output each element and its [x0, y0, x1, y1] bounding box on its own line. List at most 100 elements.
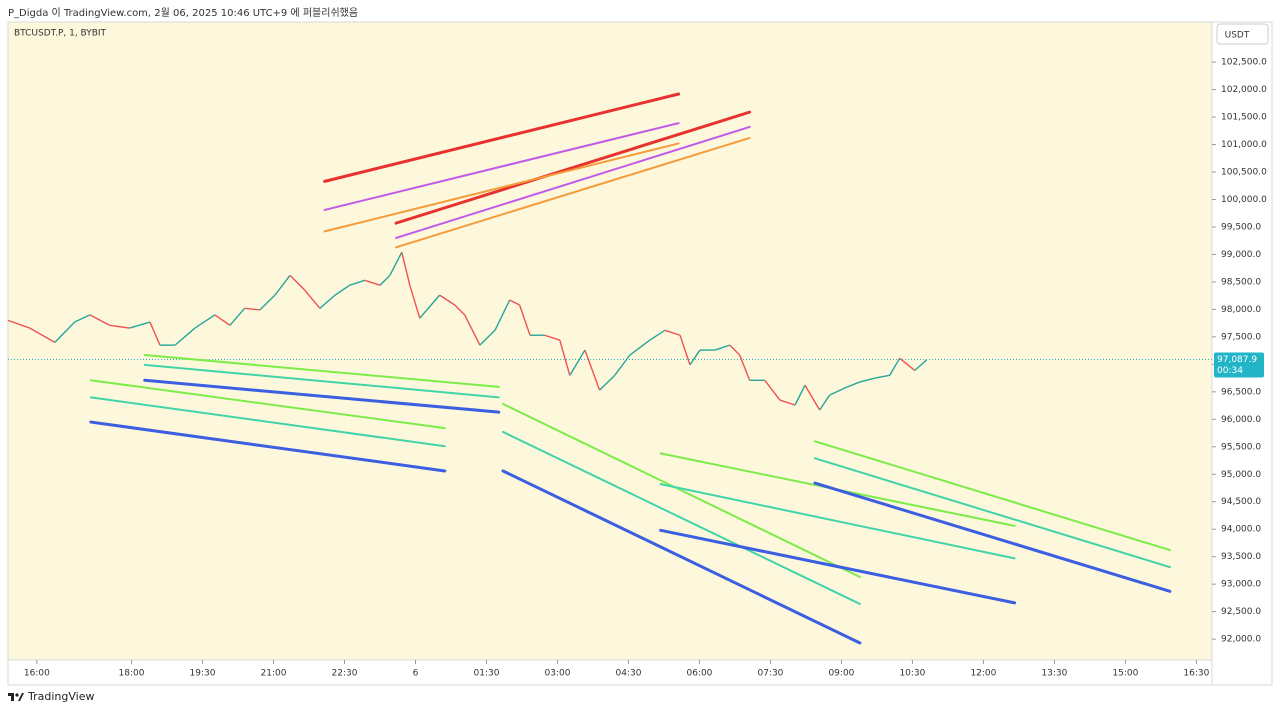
- price-segment: [214, 314, 231, 326]
- price-segment: [409, 285, 421, 319]
- price-segment: [649, 329, 666, 341]
- x-tick-label: 13:30: [1041, 669, 1067, 679]
- price-segment: [7, 319, 31, 329]
- price-segment: [874, 374, 890, 379]
- y-tick-label: 101,000.0: [1221, 140, 1267, 150]
- trend-line: [143, 378, 501, 414]
- trend-line: [394, 110, 752, 225]
- x-tick-label: 10:30: [899, 669, 925, 679]
- y-tick-label: 93,500.0: [1221, 552, 1261, 562]
- price-segment: [289, 274, 306, 291]
- x-tick-label: 15:00: [1112, 669, 1138, 679]
- y-tick-label: 94,000.0: [1221, 525, 1261, 535]
- x-tick-label: 19:30: [190, 669, 216, 679]
- x-tick-label: 12:00: [970, 669, 996, 679]
- y-tick-label: 98,000.0: [1221, 305, 1261, 315]
- price-segment: [518, 304, 531, 336]
- x-tick-label: 07:30: [757, 669, 783, 679]
- x-tick-label: 03:00: [544, 669, 570, 679]
- price-segment: [129, 321, 151, 329]
- x-tick-label: 18:00: [119, 669, 145, 679]
- trend-line: [89, 379, 446, 430]
- trend-line: [502, 402, 861, 579]
- brand-name: TradingView: [28, 690, 95, 703]
- x-tick-label: 16:00: [24, 669, 50, 679]
- price-segment: [559, 339, 571, 376]
- currency: USDT: [1225, 31, 1250, 41]
- price-segment: [599, 374, 616, 391]
- price-segment: [764, 379, 781, 401]
- price-segment: [454, 304, 466, 316]
- y-tick-label: 99,500.0: [1221, 222, 1261, 232]
- price-segment: [194, 314, 216, 329]
- trend-line: [143, 354, 500, 388]
- price-segment: [259, 294, 276, 311]
- plot-area: [7, 21, 1213, 661]
- currency-box[interactable]: [1216, 23, 1269, 45]
- x-tick-label: 04:30: [615, 669, 641, 679]
- price-segment: [334, 284, 351, 296]
- trend-line: [502, 430, 861, 605]
- price-segment: [494, 299, 511, 331]
- y-tick-label: 100,000.0: [1221, 195, 1267, 205]
- trend-line: [89, 396, 446, 448]
- price-segment: [829, 387, 846, 396]
- price-segment: [319, 294, 336, 309]
- y-tick-label: 92,000.0: [1221, 635, 1261, 645]
- price-segment: [859, 377, 876, 383]
- price-segment: [244, 307, 260, 311]
- price-segment: [364, 279, 381, 286]
- price-segment: [729, 344, 741, 356]
- y-tick-label: 92,500.0: [1221, 607, 1261, 617]
- price-segment: [844, 381, 861, 389]
- price-segment: [89, 314, 111, 326]
- price-segment: [779, 399, 796, 406]
- last-price-box: [1214, 352, 1264, 378]
- price-segment: [569, 349, 586, 376]
- y-tick-label: 96,000.0: [1221, 415, 1261, 425]
- price-segment: [401, 252, 411, 286]
- x-tick-label: 01:30: [474, 669, 500, 679]
- y-tick-label: 99,000.0: [1221, 250, 1261, 260]
- price-segment: [584, 349, 601, 391]
- price-segment: [714, 344, 730, 351]
- price-segment: [389, 251, 403, 276]
- x-tick-label: 09:00: [828, 669, 854, 679]
- price-segment: [509, 299, 520, 306]
- price-segment: [229, 307, 246, 326]
- price-segment: [889, 357, 901, 376]
- price-segment: [914, 359, 928, 371]
- countdown: 00:34: [1217, 366, 1243, 376]
- price-segment: [439, 294, 456, 306]
- trend-line: [659, 528, 1017, 605]
- price-segment: [149, 321, 161, 346]
- price-segment: [174, 327, 196, 346]
- x-tick-label: 06:00: [686, 669, 712, 679]
- y-tick-label: 93,000.0: [1221, 580, 1261, 590]
- price-segment: [819, 394, 831, 411]
- trend-line: [323, 142, 680, 233]
- y-tick-label: 101,500.0: [1221, 113, 1267, 123]
- price-segment: [804, 384, 821, 411]
- price-segment: [54, 321, 76, 343]
- price-segment: [74, 314, 91, 323]
- price-segment: [664, 329, 681, 336]
- x-tick-label: 6: [413, 669, 419, 679]
- x-tick-label: 21:00: [261, 669, 287, 679]
- x-tick-label: 22:30: [332, 669, 358, 679]
- y-tick-label: 96,500.0: [1221, 387, 1261, 397]
- price-segment: [379, 274, 391, 286]
- brand-logo: [8, 692, 24, 701]
- price-segment: [274, 274, 291, 296]
- price-segment: [899, 357, 916, 371]
- trend-line: [813, 481, 1172, 593]
- trend-line: [813, 457, 1171, 569]
- publish-info: P_Digda 이 TradingView.com, 2월 06, 2025 1…: [8, 8, 359, 19]
- price-segment: [29, 327, 56, 343]
- trend-line: [89, 420, 447, 473]
- price-segment: [679, 335, 691, 366]
- trend-line: [323, 122, 680, 211]
- y-tick-label: 95,000.0: [1221, 470, 1261, 480]
- price-segment: [794, 384, 806, 406]
